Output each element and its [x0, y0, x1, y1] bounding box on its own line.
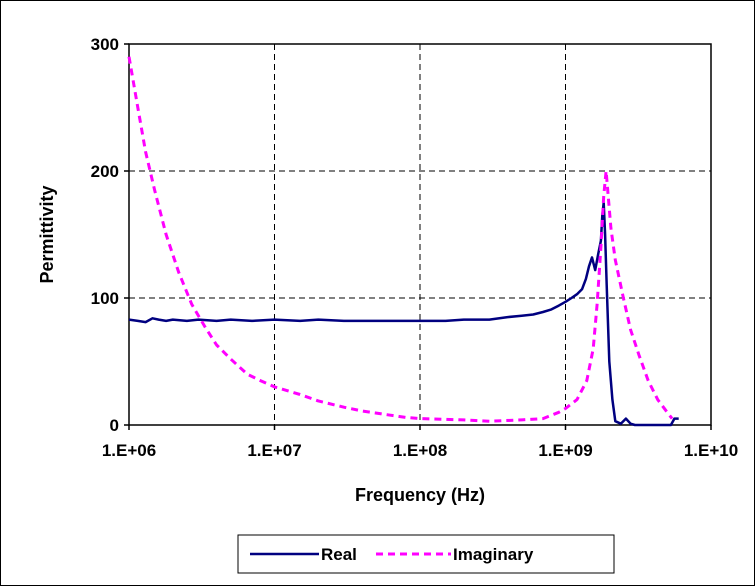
axis-ticks: 0 100 200 300 1.E+06 1.E+07 1.E+08 1.E+09 1.E+10	[91, 35, 739, 460]
gridlines	[129, 44, 711, 425]
series-line-real	[128, 201, 679, 427]
y-axis-label: Permittivity	[37, 185, 57, 283]
x-axis-label: Frequency (Hz)	[355, 485, 485, 505]
x-tick-label-0: 1.E+06	[102, 441, 156, 460]
series-layer	[127, 56, 679, 427]
x-tick-label-2: 1.E+08	[393, 441, 447, 460]
legend-label-real: Real	[321, 545, 357, 564]
legend: Real Imaginary	[237, 534, 615, 574]
y-tick-label-0: 0	[110, 416, 119, 435]
x-tick-label-1: 1.E+07	[247, 441, 301, 460]
legend-label-imaginary: Imaginary	[453, 545, 534, 564]
y-tick-label-2: 200	[91, 162, 119, 181]
x-tick-label-3: 1.E+09	[538, 441, 592, 460]
x-tick-label-4: 1.E+10	[684, 441, 738, 460]
series-line-imaginary	[127, 56, 674, 423]
y-tick-label-3: 300	[91, 35, 119, 54]
y-tick-label-1: 100	[91, 289, 119, 308]
